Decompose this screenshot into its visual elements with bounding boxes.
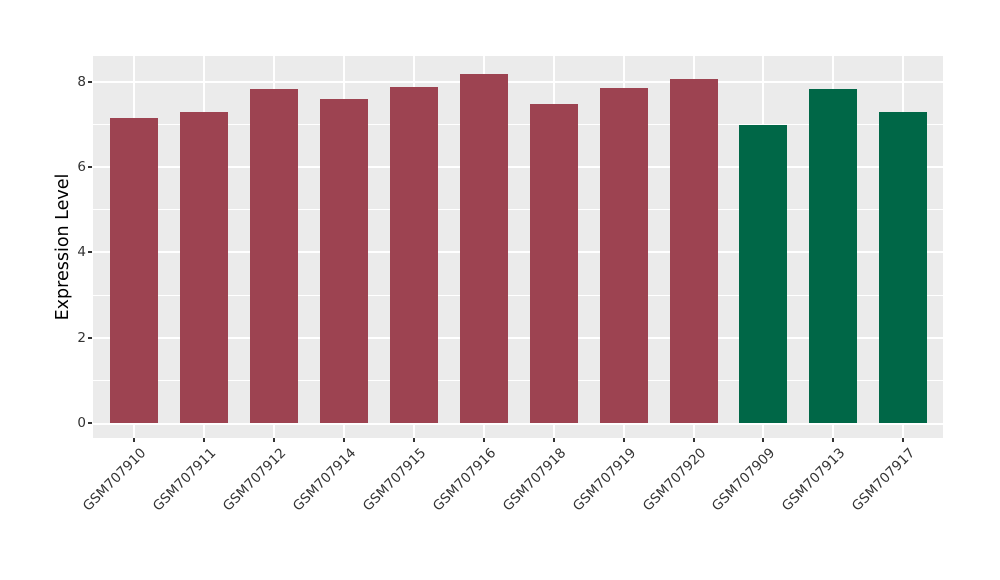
bar-GSM707917 [879, 111, 928, 423]
x-tick-label: GSM707910 [80, 445, 150, 515]
x-tick-label: GSM707911 [150, 445, 220, 515]
y-tick-mark [88, 80, 92, 83]
x-tick-label: GSM707915 [359, 445, 430, 515]
gridline-minor-y [93, 209, 943, 211]
bar-GSM707912 [250, 89, 299, 423]
gridline-minor-y [93, 123, 943, 125]
x-tick-mark [273, 438, 276, 442]
gridline-major-y [93, 251, 943, 254]
bar-GSM707916 [459, 74, 508, 423]
bar-GSM707914 [320, 99, 368, 423]
x-tick-label: GSM707913 [779, 445, 849, 515]
x-tick-mark [762, 438, 765, 442]
gridline-minor-y [93, 294, 943, 296]
bar-GSM707915 [389, 86, 438, 423]
gridline-minor-y [93, 379, 943, 381]
gridline-major-y [93, 80, 943, 83]
y-tick-label: 4 [77, 244, 86, 261]
x-tick-label: GSM707919 [569, 445, 639, 515]
y-tick-label: 8 [77, 73, 86, 90]
x-tick-mark [133, 438, 136, 442]
bar-GSM707909 [739, 124, 788, 423]
y-tick-label: 0 [77, 415, 86, 431]
y-tick-label: 2 [77, 329, 86, 346]
y-tick-mark [88, 422, 92, 424]
x-tick-mark [622, 438, 625, 442]
x-tick-label: GSM707918 [499, 445, 570, 515]
y-tick-label: 6 [77, 159, 86, 176]
x-tick-mark [203, 438, 206, 442]
bar-GSM707920 [669, 79, 718, 423]
plot-panel [93, 56, 943, 438]
bar-GSM707918 [529, 104, 578, 423]
gridline-major-y [93, 166, 943, 169]
x-tick-mark [902, 438, 905, 442]
gridline-major-y [93, 336, 943, 339]
bar-GSM707911 [180, 112, 229, 423]
x-tick-label: GSM707916 [429, 445, 500, 515]
bar-GSM707910 [110, 117, 159, 423]
x-tick-label: GSM707909 [709, 445, 779, 515]
x-tick-label: GSM707920 [639, 445, 709, 515]
bar-GSM707919 [599, 88, 648, 423]
y-tick-mark [88, 166, 92, 169]
x-tick-label: GSM707917 [849, 445, 919, 515]
bar-GSM707913 [809, 88, 858, 423]
y-tick-mark [88, 251, 92, 254]
x-tick-label: GSM707914 [289, 445, 360, 515]
x-tick-mark [832, 438, 835, 442]
x-tick-label: GSM707912 [219, 445, 290, 515]
gridline-major-y [93, 423, 943, 425]
x-tick-mark [482, 438, 485, 442]
y-tick-mark [88, 336, 92, 339]
x-tick-mark [412, 438, 415, 442]
x-tick-mark [692, 438, 695, 442]
x-tick-mark [552, 438, 555, 442]
x-tick-mark [343, 438, 345, 442]
